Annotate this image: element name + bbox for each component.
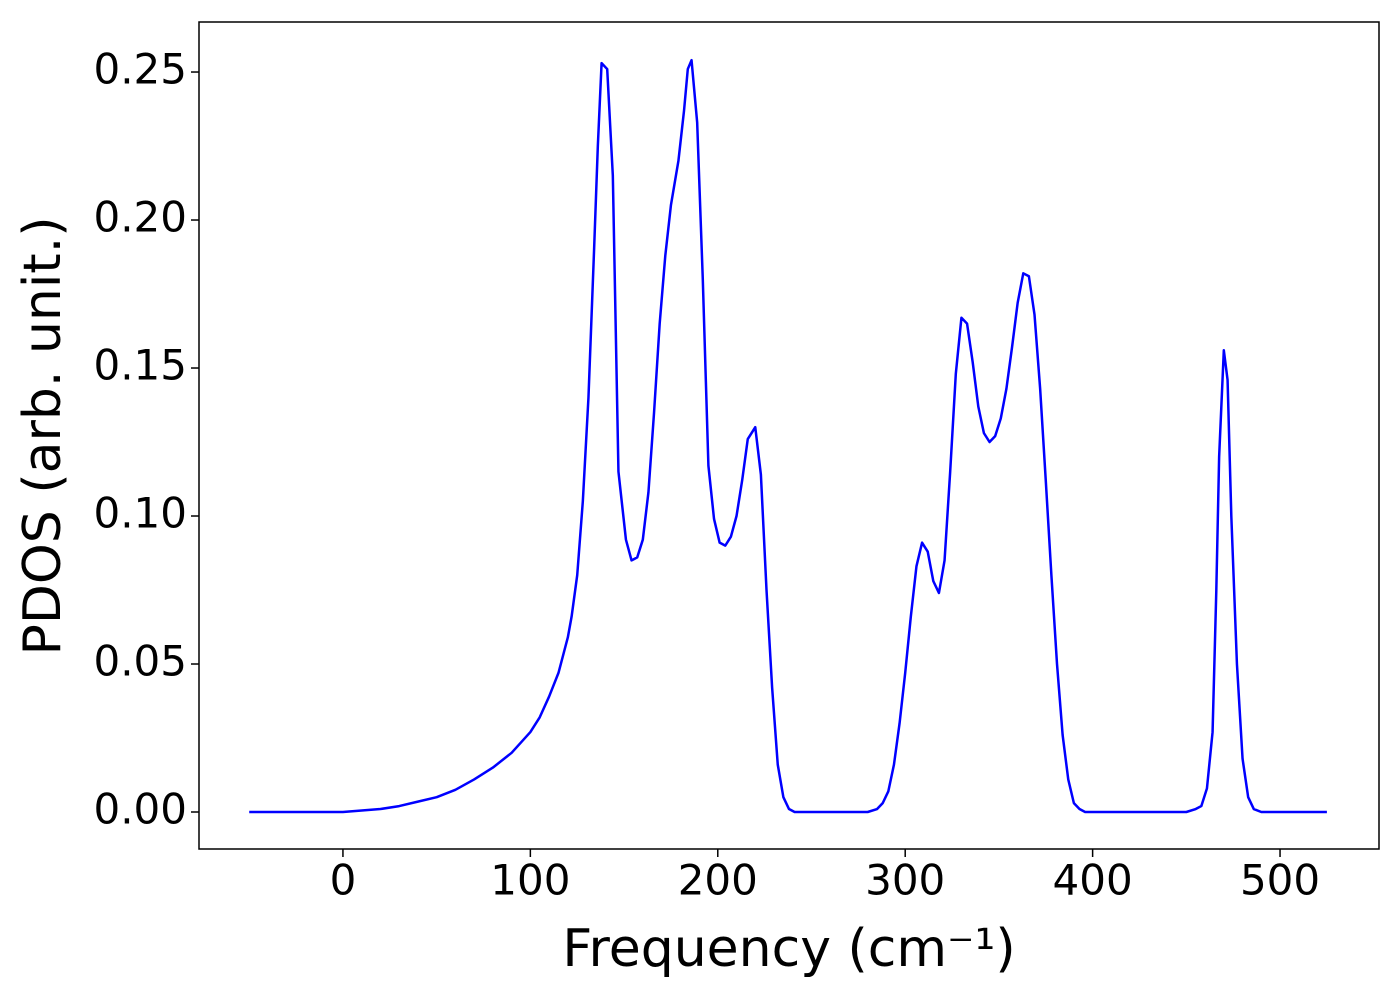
x-axis-label: Frequency (cm⁻¹) [562, 919, 1015, 979]
x-tick-label: 200 [678, 856, 758, 905]
y-axis-label: PDOS (arb. unit.) [13, 216, 73, 655]
plot-frame [198, 21, 1380, 850]
y-tick-label: 0.05 [93, 637, 187, 686]
x-tick-label: 0 [330, 856, 357, 905]
y-tick-label: 0.20 [93, 193, 187, 242]
y-tick-label: 0.10 [93, 489, 187, 538]
x-tick-label: 100 [490, 856, 570, 905]
y-tick-label: 0.25 [93, 45, 187, 94]
x-tick-label: 500 [1240, 856, 1320, 905]
y-tick-label: 0.15 [93, 341, 187, 390]
y-tick-label: 0.00 [93, 785, 187, 834]
x-tick-label: 300 [865, 856, 945, 905]
x-tick-label: 400 [1053, 856, 1133, 905]
data-line [249, 58, 1327, 814]
